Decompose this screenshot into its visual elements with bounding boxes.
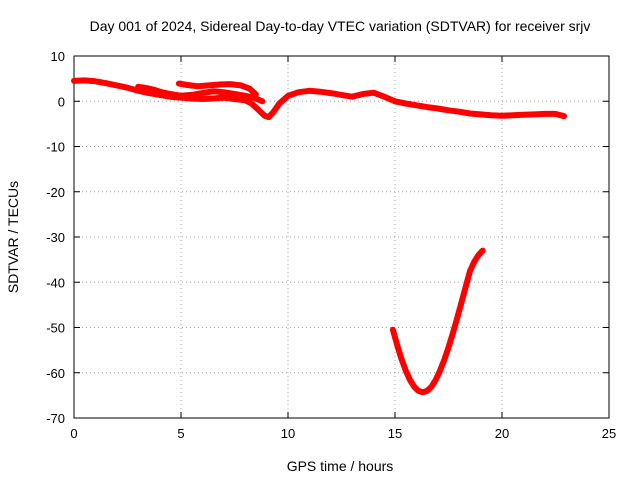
x-tick-label: 10 — [281, 426, 295, 441]
series-line-track-c — [175, 80, 259, 98]
x-tick-label: 5 — [177, 426, 184, 441]
y-tick-label: -10 — [46, 140, 65, 155]
chart-title: Day 001 of 2024, Sidereal Day-to-day VTE… — [90, 18, 591, 34]
gridlines — [74, 56, 609, 418]
y-tick-label: -50 — [46, 321, 65, 336]
y-tick-label: -70 — [46, 411, 65, 426]
y-axis: 10 0 -10 -20 -30 -40 -50 -60 -70 — [46, 49, 609, 426]
series-line-track-a — [71, 77, 568, 121]
x-tick-label: 25 — [602, 426, 616, 441]
x-tick-label: 15 — [388, 426, 402, 441]
y-tick-label: 0 — [58, 94, 65, 109]
series-line-track-b — [135, 83, 266, 105]
y-tick-label: -20 — [46, 185, 65, 200]
y-tick-label: -40 — [46, 275, 65, 290]
x-tick-label: 0 — [70, 426, 77, 441]
y-axis-label: SDTVAR / TECUs — [5, 181, 21, 293]
y-tick-label: -30 — [46, 230, 65, 245]
y-tick-label: -60 — [46, 366, 65, 381]
x-tick-label: 20 — [495, 426, 509, 441]
y-tick-label: 10 — [51, 49, 65, 64]
x-axis: 0 5 10 15 20 25 — [70, 56, 616, 441]
series-line-track-d — [389, 247, 486, 396]
data-series — [71, 77, 568, 396]
x-axis-label: GPS time / hours — [287, 458, 394, 474]
